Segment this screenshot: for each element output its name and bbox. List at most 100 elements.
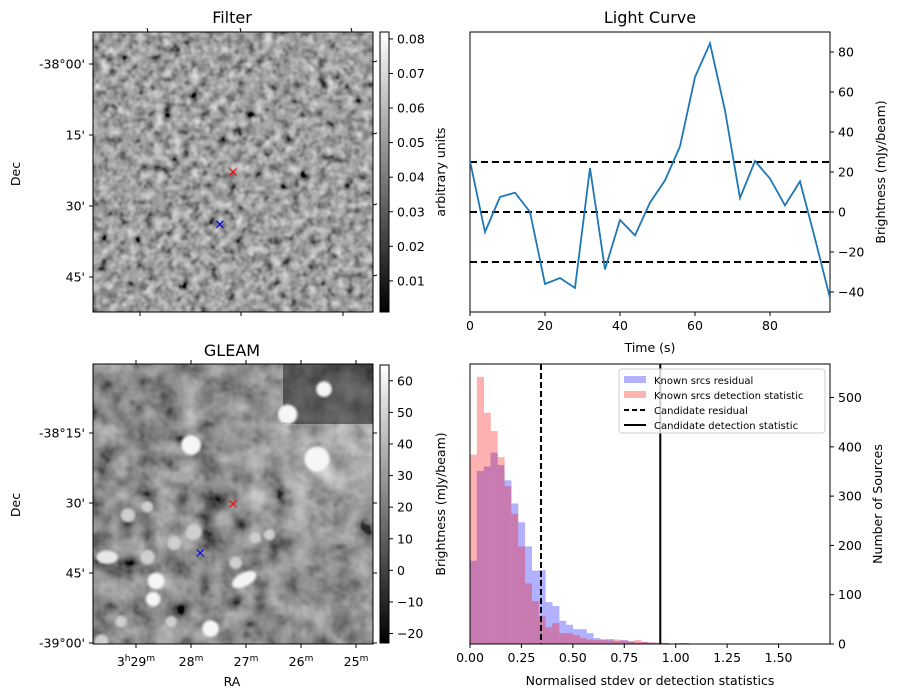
histogram-y-tick-label: 100 bbox=[838, 587, 862, 602]
light-curve-x-ticks: 0 20 40 60 80 bbox=[466, 312, 778, 333]
filter-wcs-tick bbox=[372, 274, 378, 277]
legend-entry: Known srcs residual bbox=[624, 376, 753, 387]
nearby-source-marker bbox=[196, 549, 205, 557]
gleam-colorbar-label: Brightness (mJy/beam) bbox=[433, 432, 448, 575]
filter-colorbar-tick-label: 0.05 bbox=[397, 135, 425, 150]
candidate-marker bbox=[229, 168, 237, 176]
filter-colorbar-tick-label: 0.06 bbox=[397, 101, 425, 116]
histogram-x-ticks: 0.00 0.25 0.50 0.75 1.00 1.25 1.50 bbox=[456, 644, 793, 665]
histogram-panel: 0.00 0.25 0.50 0.75 1.00 1.25 1.50 0 100 200 300 4… bbox=[456, 363, 885, 688]
histogram-bar bbox=[620, 640, 628, 644]
light-curve-points bbox=[469, 43, 831, 299]
filter-y-tick-label: 45' bbox=[66, 270, 85, 285]
histogram-bar bbox=[565, 624, 574, 644]
filter-panel: Filter -38°00' 15' 30' 45' Dec 0.01 0.02 0.03… bbox=[8, 8, 448, 316]
histogram-bar bbox=[552, 623, 560, 644]
histogram-bar bbox=[517, 522, 526, 644]
gleam-source bbox=[140, 549, 155, 565]
filter-ylabel: Dec bbox=[8, 162, 23, 186]
gleam-title: GLEAM bbox=[204, 341, 260, 360]
gleam-source bbox=[185, 524, 202, 540]
light-curve-xlabel: Time (s) bbox=[624, 340, 676, 355]
histogram-bar bbox=[613, 639, 622, 644]
histogram-bar bbox=[559, 620, 567, 644]
gleam-y-tick-label: 45' bbox=[66, 566, 85, 581]
histogram-bar bbox=[504, 480, 512, 644]
histogram-bar bbox=[572, 635, 580, 644]
gleam-y-tick-label: -39°00' bbox=[39, 636, 85, 651]
histogram-bar bbox=[613, 641, 622, 644]
light-curve-y-ticks: −40 −20 0 20 40 60 80 bbox=[830, 45, 864, 300]
histogram-bar bbox=[538, 616, 546, 644]
filter-y-tick-label: 15' bbox=[66, 128, 85, 143]
histogram-bar bbox=[476, 376, 485, 644]
gleam-colorbar-tick-label: 60 bbox=[397, 373, 413, 388]
histogram-bar bbox=[531, 570, 539, 644]
filter-colorbar-tick-label: 0.02 bbox=[397, 239, 425, 254]
filter-colorbar-tick-label: 0.01 bbox=[397, 273, 425, 288]
legend-label: Candidate residual bbox=[654, 406, 748, 417]
light-curve-y-tick-label: −40 bbox=[838, 285, 864, 300]
histogram-bar bbox=[572, 629, 580, 644]
histogram-bar bbox=[531, 601, 539, 644]
histogram-bar bbox=[483, 412, 491, 644]
gleam-source bbox=[147, 572, 165, 590]
gleam-colorbar-tick-label: 50 bbox=[397, 405, 413, 420]
gleam-colorbar-tick-label: 40 bbox=[397, 436, 413, 451]
gleam-x-tick-label: 3h29m bbox=[117, 654, 155, 669]
histogram-bar bbox=[593, 640, 601, 644]
histogram-x-tick-label: 1.50 bbox=[765, 650, 793, 665]
histogram-bar bbox=[586, 633, 594, 644]
histogram-bar bbox=[483, 466, 491, 644]
histogram-bar bbox=[627, 641, 635, 644]
legend-swatch bbox=[624, 376, 646, 383]
filter-colorbar-tick-label: 0.07 bbox=[397, 66, 425, 81]
gleam-colorbar-ticks: −20 −10 0 10 20 30 40 50 60 bbox=[389, 373, 423, 641]
histogram-bar bbox=[497, 465, 505, 644]
histogram-bar bbox=[559, 633, 567, 644]
histogram-bar bbox=[586, 639, 594, 644]
gleam-colorbar bbox=[379, 364, 390, 644]
histogram-frame bbox=[469, 363, 831, 645]
histogram-x-tick-label: 0.50 bbox=[559, 650, 587, 665]
legend-label: Candidate detection statistic bbox=[654, 421, 798, 432]
candidate-marker bbox=[229, 500, 237, 508]
histogram-bar bbox=[600, 640, 608, 644]
legend-entry: Candidate residual bbox=[624, 406, 748, 417]
light-curve-y-tick-label: 40 bbox=[838, 125, 854, 140]
gleam-source bbox=[316, 381, 332, 398]
light-curve-x-tick-label: 60 bbox=[687, 318, 703, 333]
gleam-source bbox=[96, 550, 118, 564]
histogram-y-tick-label: 200 bbox=[838, 538, 862, 553]
gleam-x-tick-label: 28m bbox=[179, 654, 204, 669]
gleam-colorbar-tick-label: −10 bbox=[397, 594, 423, 609]
filter-y-tick-label: 30' bbox=[66, 199, 85, 214]
light-curve-axes bbox=[469, 31, 831, 313]
light-curve-y-tick-label: 20 bbox=[838, 165, 854, 180]
light-curve-y-tick-label: 80 bbox=[838, 45, 854, 60]
filter-wcs-tick bbox=[372, 203, 378, 206]
gleam-panel: GLEAM -38°15' 30' 45' -39°00' 3h29m 28m 27m 26… bbox=[8, 341, 448, 689]
gleam-y-tick-label: 30' bbox=[66, 496, 85, 511]
legend-swatch bbox=[624, 391, 646, 398]
gleam-source bbox=[121, 508, 135, 523]
gleam-source bbox=[181, 435, 201, 456]
histogram-bar bbox=[470, 560, 478, 644]
gleam-source bbox=[167, 536, 181, 550]
histogram-bar bbox=[565, 633, 574, 644]
filter-title: Filter bbox=[212, 8, 252, 27]
histogram-bar bbox=[538, 570, 546, 644]
filter-colorbar bbox=[379, 31, 390, 313]
filter-wcs-tick bbox=[239, 27, 242, 33]
histogram-bar bbox=[600, 639, 608, 644]
gleam-frame bbox=[92, 363, 374, 645]
histogram-bar bbox=[517, 546, 526, 644]
gleam-colorbar-tick-label: −20 bbox=[397, 626, 423, 641]
filter-wcs-tick bbox=[372, 132, 378, 135]
gleam-source bbox=[229, 556, 242, 569]
histogram-xlabel: Normalised stdev or detection statistics bbox=[526, 673, 775, 688]
histogram-y-tick-label: 500 bbox=[838, 390, 862, 405]
histogram-bar bbox=[545, 627, 553, 644]
filter-wcs-tick bbox=[372, 60, 378, 63]
